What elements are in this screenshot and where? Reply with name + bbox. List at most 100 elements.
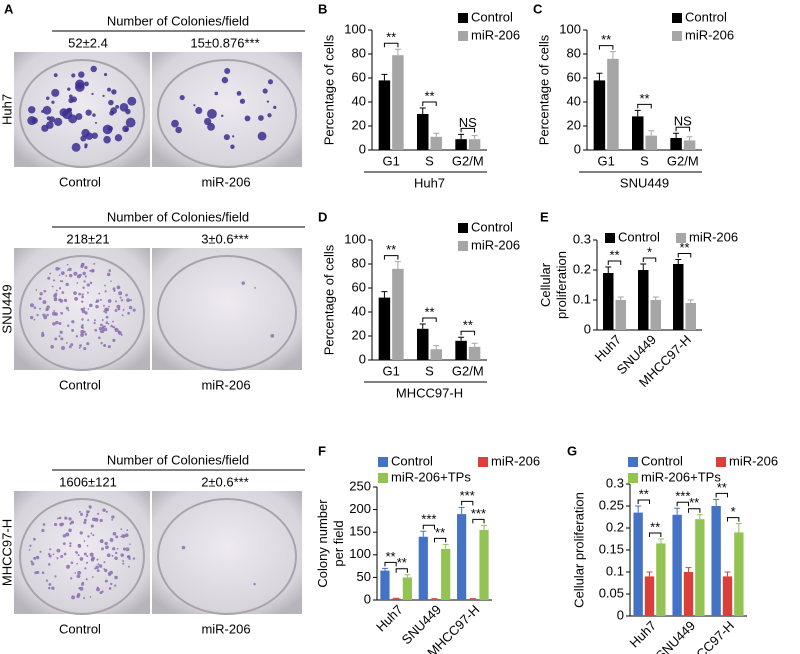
bar [479,529,489,600]
colony [58,516,62,520]
colony [126,529,129,532]
y-tick-label: 100 [344,21,366,36]
colony [91,556,95,561]
bar [632,116,644,150]
colony [54,337,58,341]
colony [125,117,136,128]
error-bar [686,136,693,141]
colony [51,88,60,97]
colony [39,292,43,296]
colony [103,310,106,313]
legend-swatch [672,13,682,23]
colony [207,122,215,131]
x-tick-label: S [425,363,434,378]
x-tick-label: G2/M [452,153,484,168]
colony [71,328,75,332]
bar [417,328,429,360]
colony [92,576,94,578]
colony [42,105,52,115]
colony [41,331,44,335]
sig-label: ** [397,555,407,570]
colony [207,108,217,119]
colony [51,285,54,288]
colony [81,128,90,138]
colony [75,335,79,338]
colony [117,331,122,335]
colony [57,517,59,520]
colony [107,322,110,325]
bar [685,303,696,330]
colony [125,547,130,552]
error-bar [634,109,641,117]
error-bar [674,507,681,515]
y-tick-label: 60 [352,279,366,294]
colony [83,280,86,283]
colony [83,540,86,542]
colony [115,535,119,539]
colony [120,528,123,530]
colony [105,307,110,312]
colony [110,107,117,114]
colony [86,513,89,516]
colony [58,287,62,290]
colony [112,287,116,291]
plate-photo [14,491,150,614]
colony [76,574,81,579]
colony [60,271,65,276]
colony [90,65,97,73]
colony [70,577,73,580]
colony [71,320,75,324]
colony [86,544,89,547]
bar [468,599,478,600]
y-axis-label: Cellularproliferation [538,251,569,319]
legend-swatch [458,13,468,23]
sig-bracket [383,42,399,48]
bar [468,346,481,360]
colony [68,273,73,278]
colony [85,515,88,518]
panel-letter: G [567,443,577,458]
colony [86,283,90,287]
colony [84,145,88,149]
error-bar [458,133,465,140]
error-bar [419,323,426,329]
colony [96,558,99,561]
colony [114,134,123,142]
colony [221,114,224,118]
colony [66,263,69,266]
colony [42,300,47,305]
colony [80,512,84,516]
colony [120,299,124,302]
colony [90,524,94,528]
colony [257,131,267,141]
bar [734,532,744,616]
colony [104,311,108,314]
colony [120,553,124,557]
colony [120,333,123,336]
colony [99,330,102,333]
sig-bracket [422,101,437,106]
colony [87,510,90,513]
colony [55,267,60,271]
sig-label: ** [679,240,689,255]
colony [82,286,85,289]
bar [695,519,705,616]
sig-bracket [472,518,485,524]
condition: miR-206 [201,377,250,392]
colony [53,294,57,298]
colony [89,269,92,272]
error-bar [394,48,401,56]
colony [92,517,96,522]
error-bar [458,506,465,515]
sig-label: * [731,504,736,519]
error-bar [381,567,388,571]
colony [112,547,116,551]
colony [65,306,69,310]
legend-label: miR-206 [685,27,734,42]
bar [430,136,442,150]
colony [89,552,94,557]
colony [80,333,84,337]
colony [125,293,128,297]
colony [193,104,196,107]
error-bar [713,498,720,506]
